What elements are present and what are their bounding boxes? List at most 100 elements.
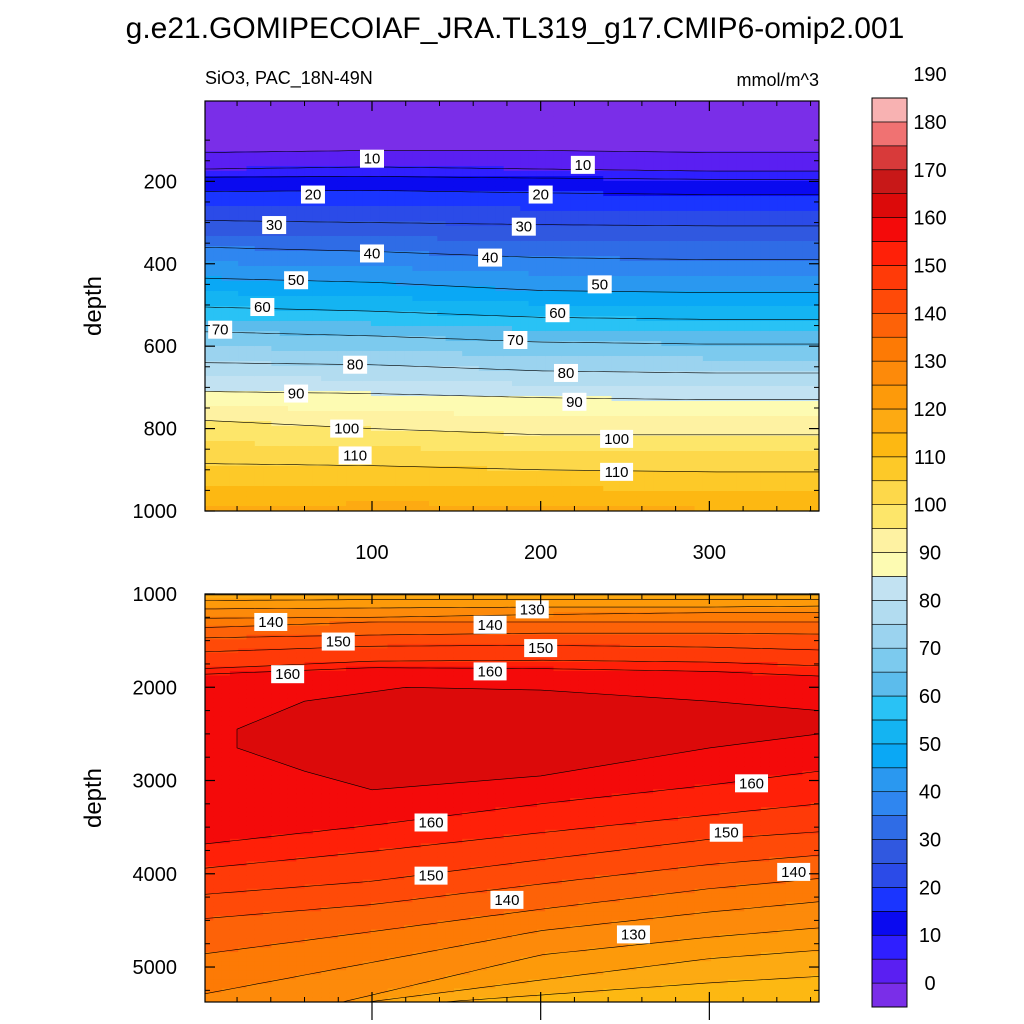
heat-cell bbox=[578, 276, 588, 282]
heat-cell bbox=[495, 381, 505, 387]
heat-cell bbox=[487, 276, 497, 282]
heat-cell bbox=[271, 251, 281, 257]
heat-cell bbox=[395, 196, 405, 202]
heat-cell bbox=[213, 471, 223, 477]
heat-cell bbox=[470, 376, 480, 382]
heat-cell bbox=[296, 326, 306, 332]
heat-cell bbox=[321, 426, 331, 432]
heat-cell bbox=[387, 316, 397, 322]
heat-cell bbox=[536, 221, 546, 227]
heat-cell bbox=[619, 211, 629, 217]
heat-cell bbox=[321, 486, 331, 492]
heat-cell bbox=[329, 321, 339, 327]
heat-cell bbox=[603, 291, 613, 297]
heat-cell bbox=[536, 451, 546, 457]
heat-cell bbox=[387, 406, 397, 412]
heat-cell bbox=[221, 291, 231, 297]
heat-cell bbox=[337, 171, 347, 177]
heat-cell bbox=[520, 391, 530, 397]
heat-cell bbox=[536, 326, 546, 332]
heat-cell bbox=[221, 226, 231, 232]
heat-cell bbox=[470, 381, 480, 387]
heat-cell bbox=[213, 266, 223, 272]
heat-cell bbox=[329, 271, 339, 277]
heat-cell bbox=[669, 221, 679, 227]
heat-cell bbox=[404, 421, 414, 427]
heat-cell bbox=[205, 466, 214, 472]
heat-cell bbox=[395, 446, 405, 452]
heat-cell bbox=[603, 421, 613, 427]
heat-cell bbox=[503, 211, 513, 217]
heat-cell bbox=[420, 391, 430, 397]
heat-cell bbox=[520, 351, 530, 357]
heat-cell bbox=[271, 286, 281, 292]
heat-cell bbox=[669, 491, 679, 497]
heat-cell bbox=[271, 301, 281, 307]
heat-cell bbox=[329, 341, 339, 347]
heat-cell bbox=[619, 141, 629, 147]
heat-cell bbox=[379, 281, 389, 287]
heat-cell bbox=[653, 251, 662, 257]
heat-cell bbox=[271, 261, 281, 267]
heat-cell bbox=[420, 266, 430, 272]
heat-cell bbox=[661, 246, 671, 252]
heat-cell bbox=[470, 321, 480, 327]
heat-cell bbox=[304, 326, 314, 332]
heat-cell bbox=[287, 356, 297, 362]
heat-cell bbox=[329, 206, 339, 212]
heat-cell bbox=[346, 296, 355, 302]
heat-cell bbox=[570, 306, 579, 312]
heat-cell bbox=[362, 116, 372, 122]
heat-cell bbox=[354, 261, 364, 267]
heat-cell bbox=[578, 231, 588, 237]
heat-cell bbox=[487, 316, 497, 322]
heat-cell bbox=[628, 116, 638, 122]
heat-cell bbox=[594, 146, 604, 152]
heat-cell bbox=[346, 266, 355, 272]
heat-cell bbox=[254, 266, 264, 272]
heat-cell bbox=[337, 176, 347, 182]
heat-cell bbox=[603, 351, 613, 357]
heat-cell bbox=[470, 361, 480, 367]
heat-cell bbox=[221, 111, 231, 117]
heat-cell bbox=[279, 241, 289, 247]
heat-cell bbox=[694, 266, 704, 272]
heat-cell bbox=[337, 376, 347, 382]
heat-cell bbox=[312, 111, 322, 117]
heat-cell bbox=[329, 481, 339, 487]
heat-cell bbox=[570, 351, 579, 357]
heat-cell bbox=[445, 251, 455, 257]
heat-cell bbox=[279, 166, 289, 172]
heat-cell bbox=[578, 306, 588, 312]
heat-cell bbox=[304, 431, 314, 437]
heat-cell bbox=[263, 241, 272, 247]
heat-cell bbox=[636, 321, 646, 327]
heat-cell bbox=[561, 491, 571, 497]
heat-cell bbox=[404, 466, 414, 472]
heat-cell bbox=[205, 346, 214, 352]
heat-cell bbox=[520, 286, 530, 292]
heat-cell bbox=[528, 346, 538, 352]
heat-cell bbox=[694, 276, 704, 282]
heat-cell bbox=[636, 296, 646, 302]
heat-cell bbox=[370, 456, 380, 462]
heat-cell bbox=[304, 476, 314, 482]
heat-cell bbox=[536, 111, 546, 117]
heat-cell bbox=[586, 401, 596, 407]
heat-cell bbox=[321, 161, 331, 167]
heat-cell bbox=[561, 451, 571, 457]
heat-cell bbox=[362, 336, 372, 342]
heat-cell bbox=[370, 326, 380, 332]
heat-cell bbox=[603, 321, 613, 327]
heat-cell bbox=[346, 231, 355, 237]
heat-cell bbox=[271, 161, 281, 167]
heat-cell bbox=[379, 366, 389, 372]
heat-cell bbox=[429, 136, 438, 142]
heat-cell bbox=[470, 456, 480, 462]
heat-cell bbox=[487, 191, 497, 197]
heat-cell bbox=[437, 416, 447, 422]
heat-cell bbox=[661, 181, 671, 187]
heat-cell bbox=[429, 256, 438, 262]
heat-cell bbox=[669, 346, 679, 352]
heat-cell bbox=[271, 346, 281, 352]
